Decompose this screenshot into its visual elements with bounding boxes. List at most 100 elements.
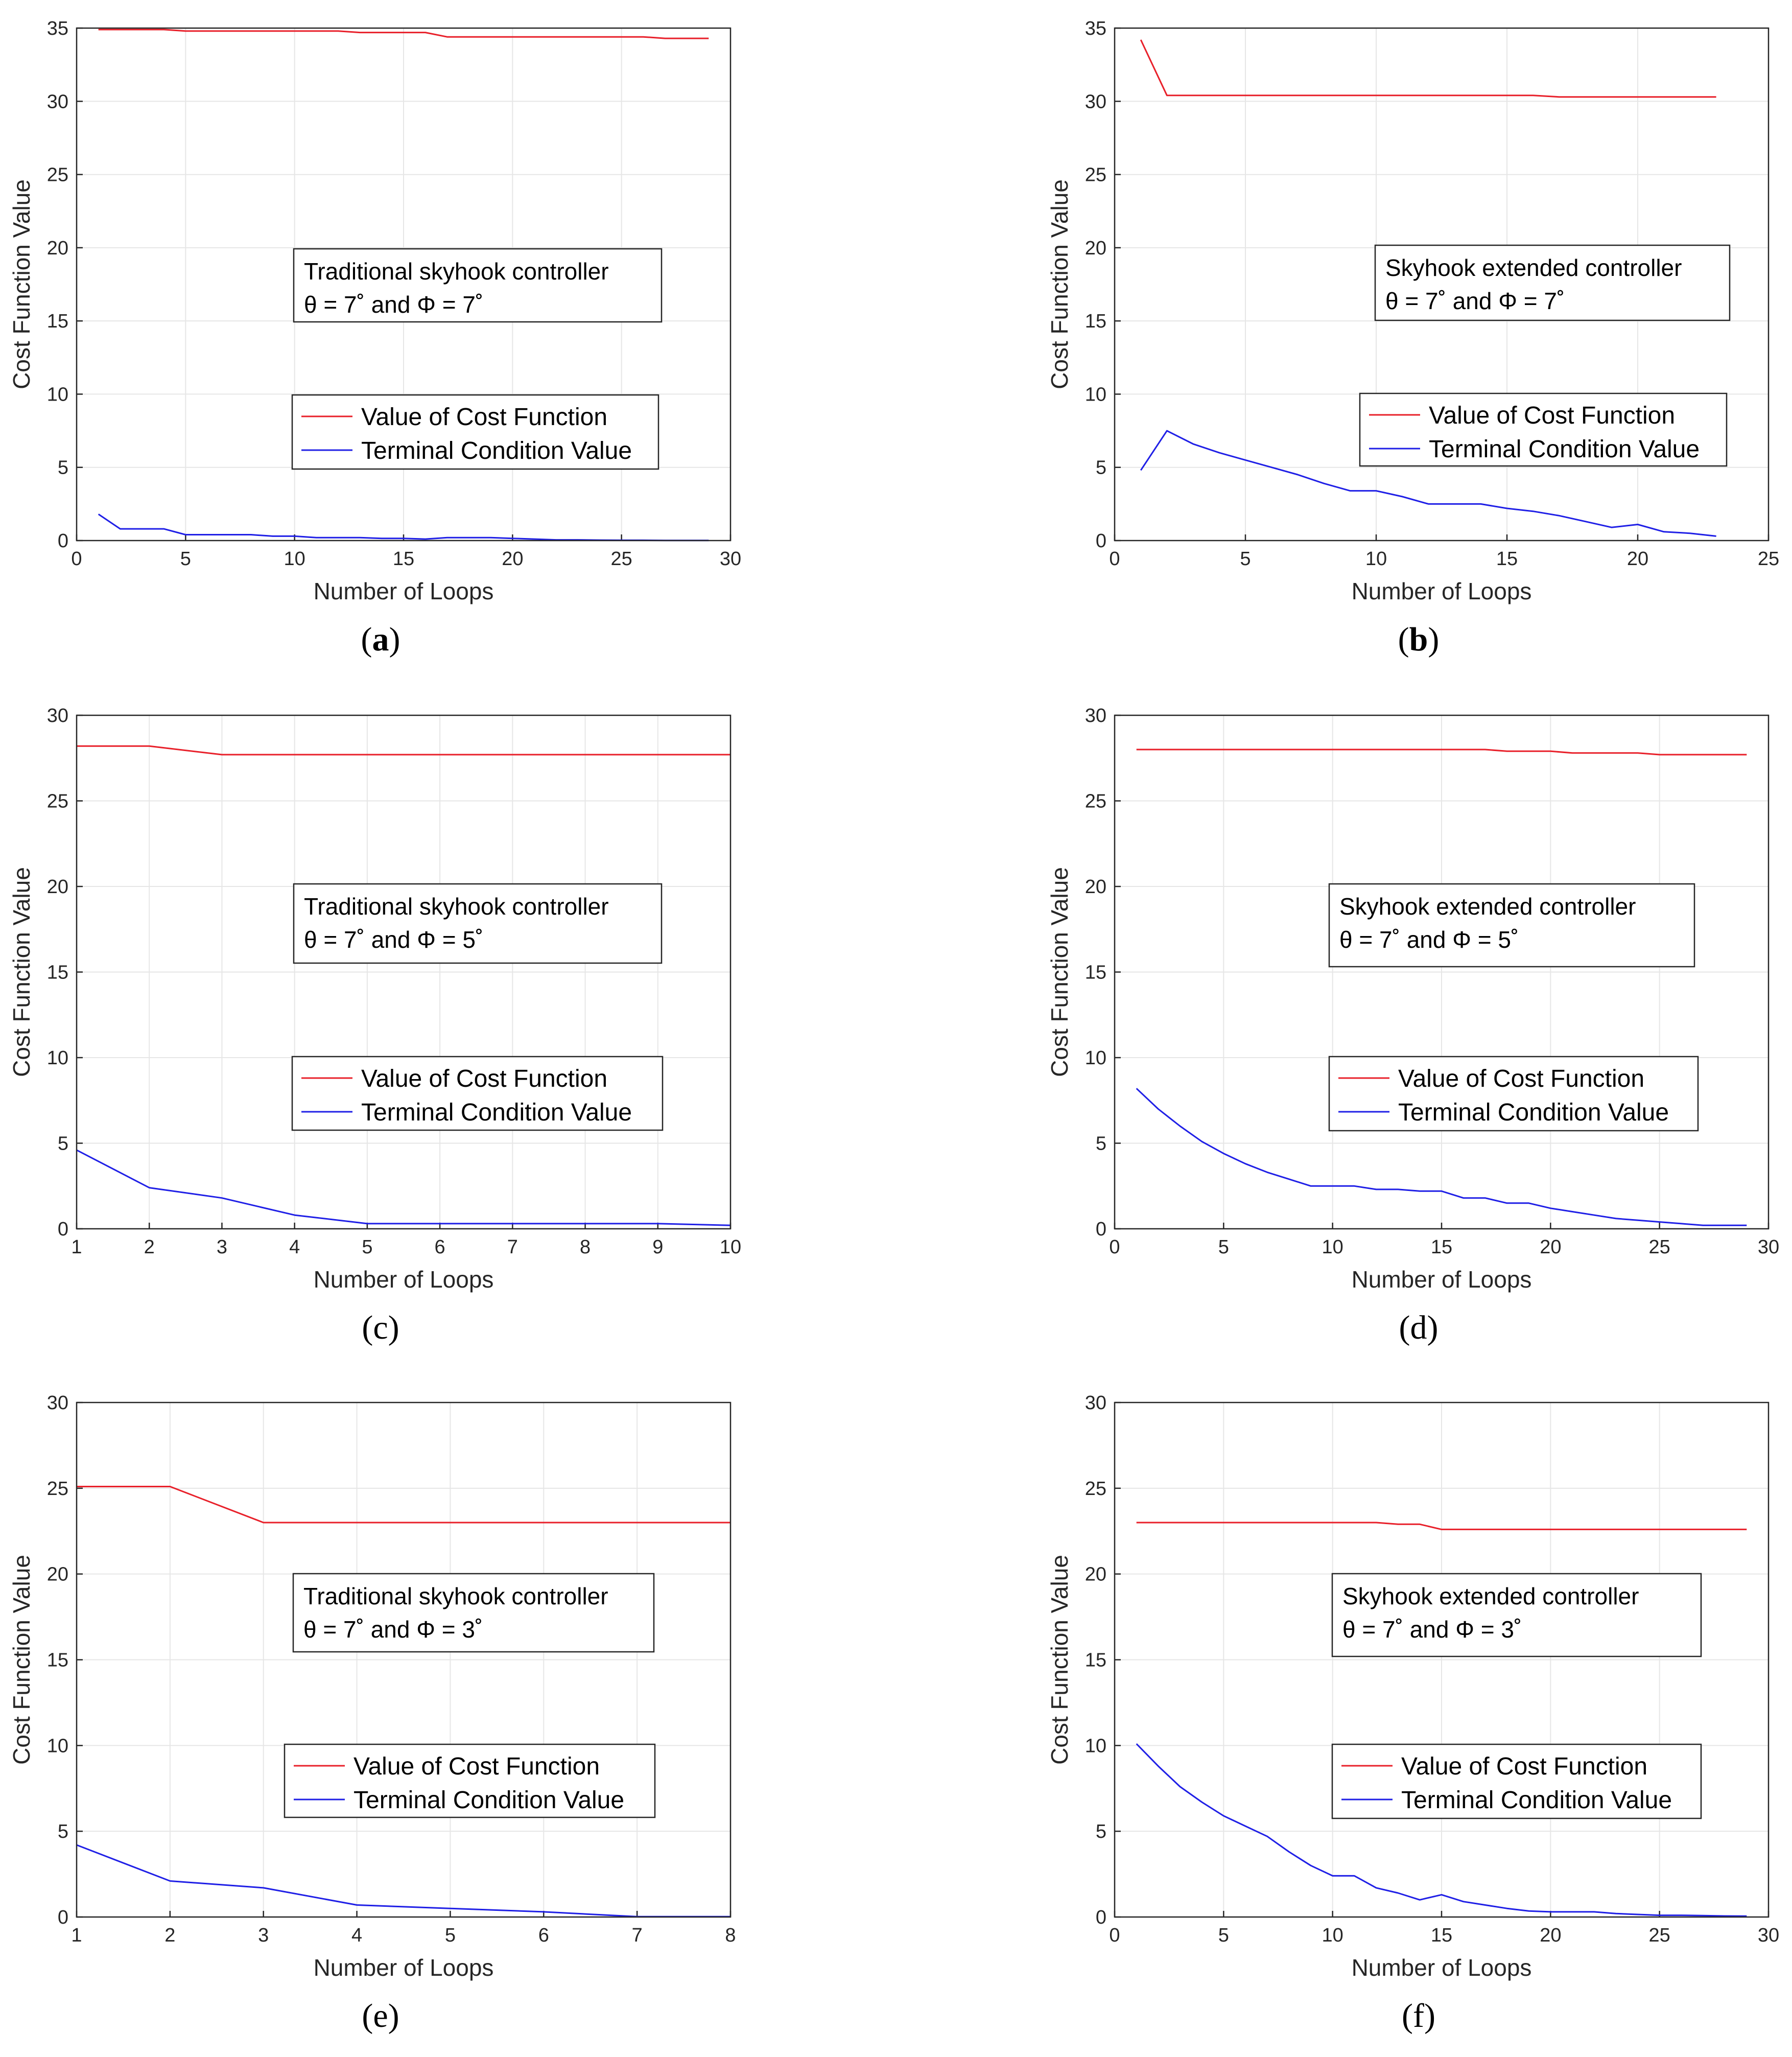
y-tick-label: 0 [58,530,68,552]
series-line-cost-function [98,29,709,39]
annotation-text: θ = 7˚ and Φ = 7˚ [1385,288,1565,314]
x-axis-label: Number of Loops [1352,1266,1532,1293]
y-axis-label: Cost Function Value [8,179,35,389]
caption-letter: f [1413,1997,1424,2035]
x-tick-label: 25 [1649,1236,1670,1258]
series-line-terminal-condition [76,1844,730,1918]
series-line-terminal-condition [1136,1088,1747,1226]
y-tick-label: 15 [1085,311,1106,332]
subfigure-caption: (a) [361,621,400,658]
legend-entry: Value of Cost Function [353,1753,600,1780]
x-tick-label: 2 [144,1236,155,1258]
plot-frame [1114,1401,1770,1918]
y-tick-label: 20 [1085,1564,1106,1585]
x-tick-label: 20 [1627,548,1648,570]
x-tick-label: 4 [289,1236,300,1258]
y-tick-label: 5 [58,1133,68,1155]
chart-panel-d: 0 5 10 15 20 25 30 0 5 10 15 20 25 30 Number of Loops C… [1046,705,1779,1346]
x-tick-label: 1 [71,1236,82,1258]
plot-frame [76,1401,732,1918]
x-tick-label: 30 [720,548,741,570]
y-tick-label: 0 [58,1907,68,1928]
y-tick-label: 30 [1085,1392,1106,1414]
x-tick-label: 7 [507,1236,518,1258]
x-tick-label: 8 [725,1925,736,1946]
y-tick-label: 25 [47,791,68,812]
x-tick-label: 10 [1365,548,1387,570]
annotation-text: θ = 7˚ and Φ = 5˚ [304,926,483,953]
legend-entry: Terminal Condition Value [361,1099,632,1126]
series-line-terminal-condition [1140,430,1716,537]
y-tick-label: 10 [47,384,68,405]
x-tick-label: 20 [1540,1925,1561,1946]
y-tick-label: 10 [47,1735,68,1757]
subfigure-caption: (c) [362,1309,399,1346]
y-tick-label: 5 [58,1821,68,1842]
x-tick-label: 20 [1540,1236,1561,1258]
x-tick-label: 25 [1758,548,1779,570]
x-tick-label: 15 [393,548,414,570]
annotation-box [1331,1573,1702,1657]
legend-entry: Terminal Condition Value [1401,1787,1672,1814]
annotation-box [292,1573,655,1653]
legend [291,1056,664,1131]
x-tick-label: 15 [1496,548,1518,570]
legend [284,1743,656,1818]
legend-entry: Terminal Condition Value [1398,1099,1669,1126]
annotation-text: Skyhook extended controller [1342,1583,1639,1609]
annotation-box [293,883,663,964]
subfigure-caption: (b) [1398,621,1440,658]
y-tick-label: 25 [1085,791,1106,812]
annotation-box [1374,244,1731,321]
x-axis-label: Number of Loops [1352,578,1532,604]
x-tick-label: 10 [720,1236,741,1258]
x-tick-label: 1 [71,1925,82,1946]
chart-panel-f: 0 5 10 15 20 25 30 0 5 10 15 20 25 30 Number of Loops C… [1046,1392,1779,2035]
subfigure-caption: (d) [1399,1309,1439,1346]
series-line-cost-function [77,745,730,756]
y-axis-label: Cost Function Value [8,1555,35,1765]
y-axis-label: Cost Function Value [8,867,35,1077]
annotation-text: Skyhook extended controller [1339,893,1636,920]
x-tick-label: 10 [1322,1925,1343,1946]
y-tick-label: 15 [47,962,68,984]
annotation-box [293,248,663,323]
y-tick-label: 10 [1085,1047,1106,1069]
y-tick-label: 0 [1096,530,1106,552]
annotation-text: θ = 7˚ and Φ = 5˚ [1339,926,1519,953]
x-tick-label: 5 [362,1236,372,1258]
annotation-text: Skyhook extended controller [1385,254,1682,281]
y-tick-label: 5 [58,457,68,479]
x-tick-label: 8 [580,1236,591,1258]
annotation-box [1328,883,1695,968]
annotation-text: Traditional skyhook controller [304,893,609,920]
caption-letter: e [373,1997,388,2035]
x-tick-label: 0 [1109,1236,1120,1258]
chart-panel-b: 0 5 10 15 20 25 0 5 10 15 20 25 30 35 Number of Loops C… [1046,18,1779,658]
series-line-cost-function [1136,1522,1747,1530]
series-line-cost-function [1140,39,1716,98]
y-tick-label: 25 [47,1478,68,1500]
x-tick-label: 15 [1431,1236,1452,1258]
y-tick-label: 15 [1085,1650,1106,1671]
x-tick-label: 25 [1649,1925,1670,1946]
annotation-text: θ = 7˚ and Φ = 3˚ [303,1616,483,1643]
chart-panel-a: 0 5 10 15 20 25 30 0 5 10 15 20 25 30 35 Number of Loop… [8,18,741,658]
series-line-cost-function [1136,749,1747,756]
annotation-text: θ = 7˚ and Φ = 3˚ [1342,1616,1522,1643]
x-tick-label: 7 [632,1925,643,1946]
y-tick-label: 35 [1085,18,1106,39]
legend [1359,392,1728,467]
x-axis-label: Number of Loops [314,1266,494,1293]
x-tick-label: 0 [1109,548,1120,570]
x-tick-label: 10 [284,548,305,570]
y-tick-label: 20 [1085,876,1106,898]
y-tick-label: 15 [47,311,68,332]
annotation-text: θ = 7˚ and Φ = 7˚ [304,291,483,318]
x-tick-label: 5 [445,1925,456,1946]
chart-panel-c: 1 2 3 4 5 6 7 8 9 10 0 5 10 15 20 25 30 Number of Loops Co… [8,705,741,1346]
y-axis-label: Cost Function Value [1046,1555,1073,1765]
legend [291,394,659,470]
y-tick-label: 30 [1085,705,1106,727]
